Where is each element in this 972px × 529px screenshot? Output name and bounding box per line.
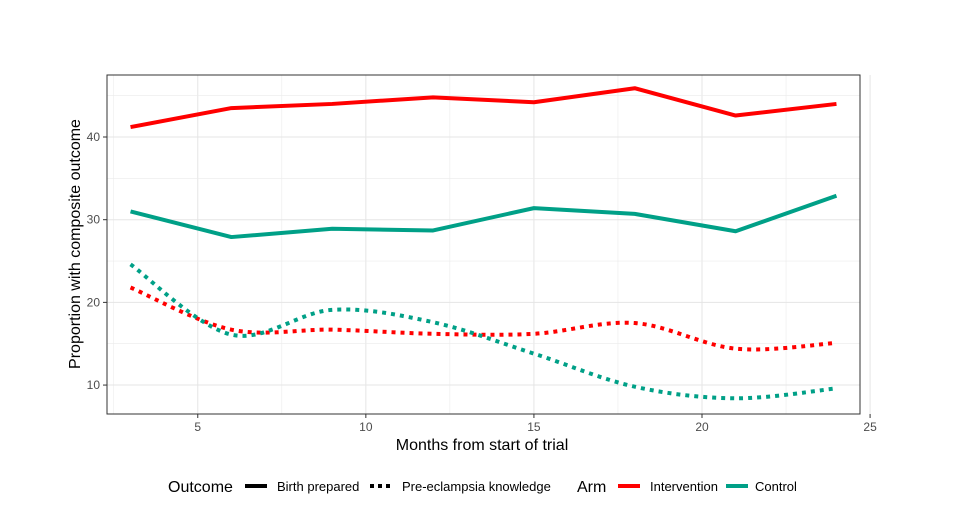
legend-label-control: Control	[755, 479, 797, 494]
y-tick-label: 20	[87, 295, 101, 309]
x-axis-title: Months from start of trial	[396, 437, 569, 454]
axis-ticks: 5 10 15 20 25 10 20 30 40	[87, 130, 877, 434]
x-tick-label: 10	[359, 420, 373, 434]
legend-label-pre-eclampsia: Pre-eclampsia knowledge	[402, 479, 551, 494]
series-line-control-pre-eclampsia	[129, 262, 837, 401]
series-line-intervention-birth-prepared	[130, 86, 837, 130]
y-tick-label: 40	[87, 130, 101, 144]
series-line-control-birth-prepared	[130, 193, 838, 240]
x-tick-label: 15	[527, 420, 541, 434]
y-tick-label: 30	[87, 213, 101, 227]
y-axis-title: Proportion with composite outcome	[67, 119, 84, 369]
legend-title-arm: Arm	[577, 479, 606, 496]
legend: Outcome Birth prepared Pre-eclampsia kno…	[168, 479, 797, 496]
x-tick-label: 20	[695, 420, 709, 434]
legend-label-intervention: Intervention	[650, 479, 718, 494]
x-tick-label: 5	[194, 420, 201, 434]
x-tick-label: 25	[863, 420, 877, 434]
series-lines	[129, 86, 838, 401]
legend-label-birth-prepared: Birth prepared	[277, 479, 359, 494]
y-tick-label: 10	[87, 378, 101, 392]
plot-panel-border	[106, 74, 861, 415]
grid-lines	[107, 75, 871, 414]
series-line-intervention-pre-eclampsia	[129, 285, 837, 352]
legend-title-outcome: Outcome	[168, 479, 233, 496]
